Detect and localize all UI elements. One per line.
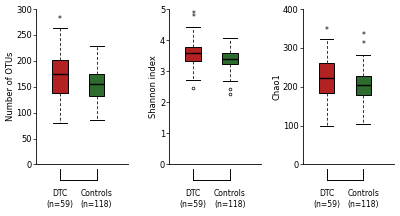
Text: Controls
(n=118): Controls (n=118) [347, 189, 379, 209]
Text: DTC
(n=59): DTC (n=59) [46, 189, 73, 209]
Text: DTC
(n=59): DTC (n=59) [180, 189, 207, 209]
Y-axis label: Shannon index: Shannon index [149, 55, 158, 118]
Bar [186, 47, 201, 61]
Bar [356, 76, 371, 95]
Text: Controls
(n=118): Controls (n=118) [81, 189, 112, 209]
Text: *: * [361, 40, 365, 49]
Bar [89, 74, 104, 95]
Text: Controls
(n=118): Controls (n=118) [214, 189, 246, 209]
Bar [52, 60, 68, 93]
Text: *: * [191, 10, 195, 19]
Y-axis label: Number of OTUs: Number of OTUs [6, 52, 14, 121]
Text: *: * [361, 31, 365, 40]
Text: DTC
(n=59): DTC (n=59) [313, 189, 340, 209]
Y-axis label: Chao1: Chao1 [272, 73, 281, 100]
Bar [319, 63, 334, 93]
Text: *: * [324, 26, 328, 35]
Text: *: * [191, 13, 195, 22]
Bar [222, 53, 238, 64]
Text: *: * [58, 15, 62, 24]
